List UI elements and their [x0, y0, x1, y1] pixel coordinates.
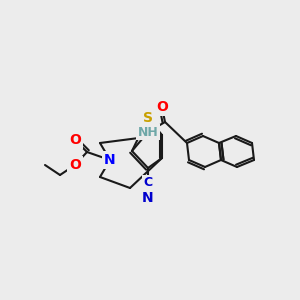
Text: O: O: [69, 133, 81, 147]
Text: N: N: [104, 153, 116, 167]
Text: N: N: [142, 191, 154, 205]
Text: S: S: [143, 111, 153, 125]
Text: O: O: [69, 158, 81, 172]
Text: C: C: [143, 176, 153, 190]
Text: NH: NH: [138, 125, 158, 139]
Text: O: O: [156, 100, 168, 114]
